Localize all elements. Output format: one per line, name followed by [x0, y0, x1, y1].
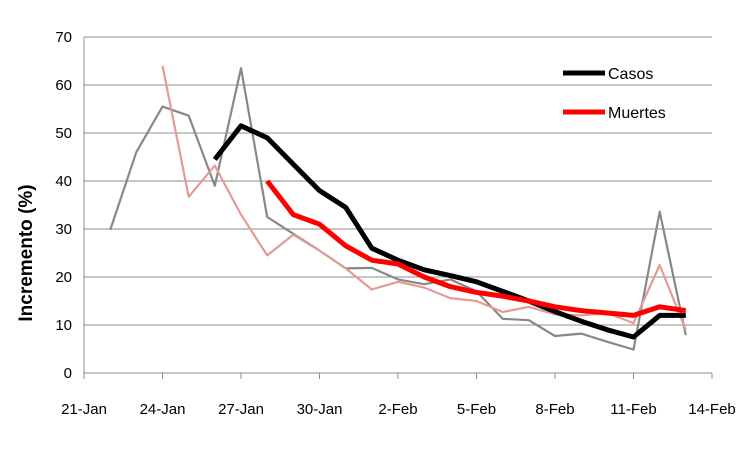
series-lines — [109, 65, 687, 351]
x-tick-label: 30-Jan — [297, 401, 343, 418]
y-tick-label: 60 — [55, 77, 72, 94]
y-tick-labels: 0 10 20 30 40 50 60 70 — [55, 29, 72, 382]
x-tick-label: 14-Feb — [688, 401, 736, 418]
x-tick-label: 21-Jan — [61, 401, 107, 418]
y-tick-label: 10 — [55, 317, 72, 334]
x-tick-labels: 21-Jan 24-Jan 27-Jan 30-Jan 2-Feb 5-Feb 8-Feb 1… — [61, 401, 736, 418]
gridlines — [84, 36, 712, 326]
series-line-muertes — [265, 179, 687, 318]
y-tick-label: 70 — [55, 29, 72, 46]
axes — [83, 37, 713, 379]
series-line-unlabeled-2 — [109, 67, 687, 351]
legend-label-muertes: Muertes — [608, 105, 666, 122]
x-tick-label: 8-Feb — [535, 401, 574, 418]
x-tick-label: 27-Jan — [218, 401, 264, 418]
x-tick-label: 2-Feb — [378, 401, 417, 418]
y-tick-label: 30 — [55, 221, 72, 238]
y-tick-label: 40 — [55, 173, 72, 190]
y-tick-label: 0 — [64, 365, 72, 382]
x-tick-label: 24-Jan — [140, 401, 186, 418]
x-tick-label: 11-Feb — [610, 401, 656, 418]
y-axis-label: Incremento (%) — [16, 184, 37, 321]
x-tick-label: 5-Feb — [457, 401, 496, 418]
y-tick-label: 20 — [55, 269, 72, 286]
y-tick-label: 50 — [55, 125, 72, 142]
legend: Casos Muertes — [563, 66, 666, 122]
series-line-casos — [212, 123, 686, 340]
legend-label-casos: Casos — [608, 66, 653, 83]
